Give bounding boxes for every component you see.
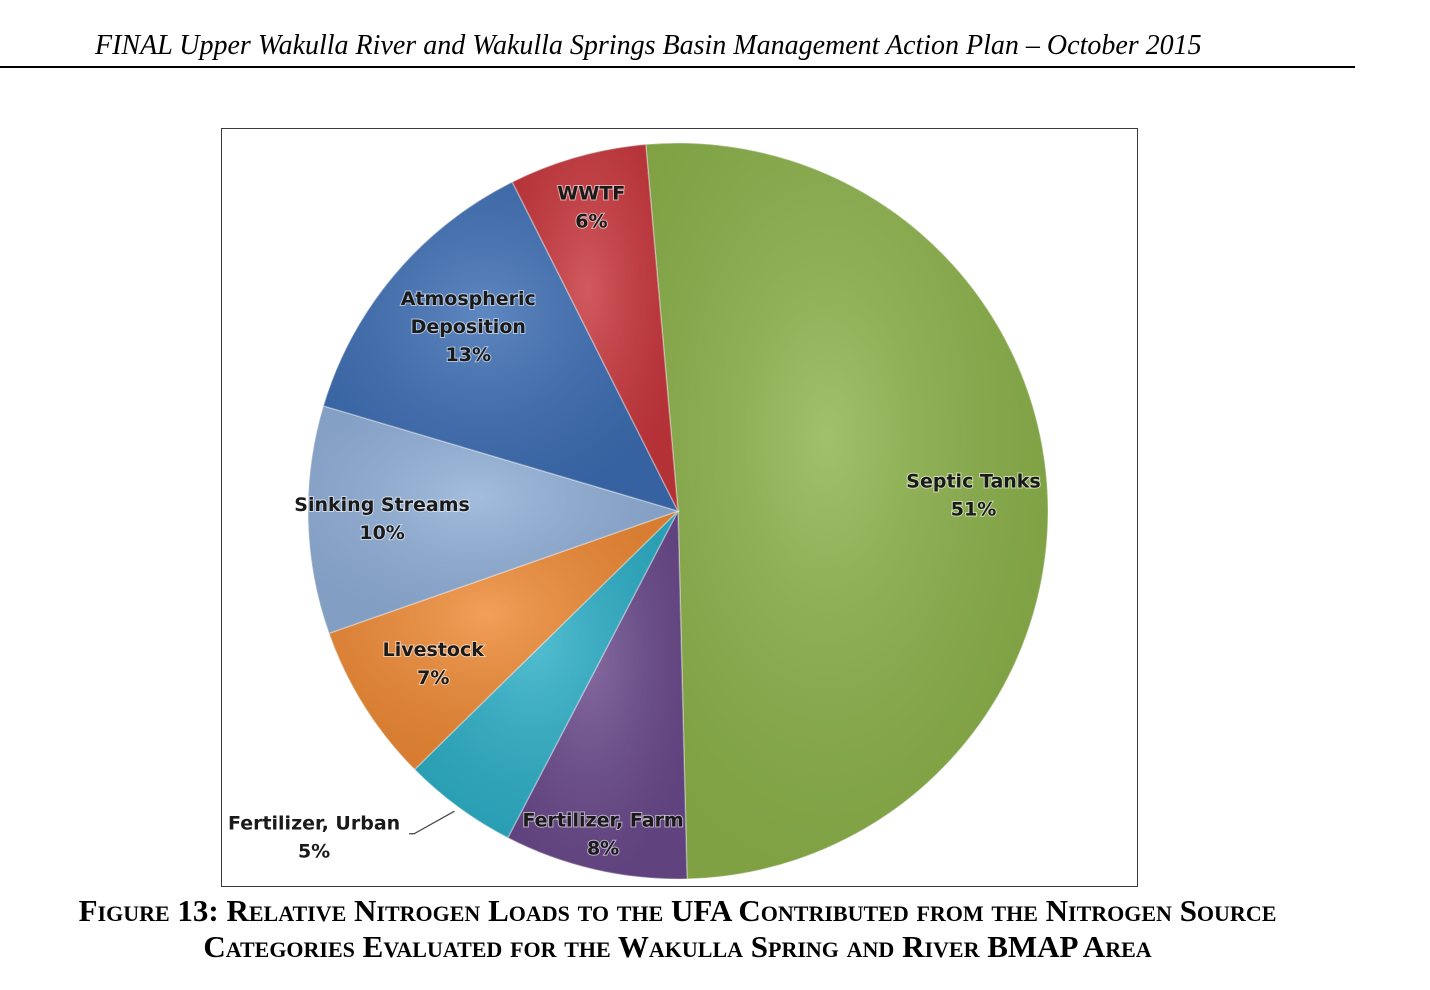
page-header-title: FINAL Upper Wakulla River and Wakulla Sp… bbox=[95, 30, 1202, 61]
pie-slice-shade-atmospheric-deposition bbox=[323, 181, 678, 512]
pie-slice-shade-fertilizer-farm bbox=[507, 511, 688, 879]
pie-label-livestock: Livestock 7% bbox=[383, 639, 485, 689]
pie-slice-shade-sinking-streams bbox=[308, 405, 678, 634]
pie-label-sinking-streams: Sinking Streams 10% bbox=[294, 494, 470, 544]
pie-label-wwtf: WWTF 6% bbox=[557, 182, 625, 232]
pie-slice-shade-wwtf bbox=[512, 144, 678, 512]
pie-labels: Septic Tanks 51% Fertilizer, Farm 8% Fertili… bbox=[227, 181, 1042, 863]
pie-leader-fertilizer-urban bbox=[409, 810, 455, 835]
page-header: FINAL Upper Wakulla River and Wakulla Sp… bbox=[0, 28, 1355, 68]
pie-label-septic-tanks: Septic Tanks 51% bbox=[906, 471, 1040, 521]
figure-caption: Figure 13: Relative Nitrogen Loads to th… bbox=[0, 893, 1355, 965]
pie-slices bbox=[307, 142, 1049, 880]
pie-label-fertilizer-farm: Fertilizer, Farm 8% bbox=[522, 810, 683, 860]
figure-caption-line-2: Categories Evaluated for the Wakulla Spr… bbox=[203, 929, 1152, 964]
pie-slice-shade-fertilizer-urban bbox=[414, 511, 678, 838]
pie-label-fertilizer-urban: Fertilizer, Urban 5% bbox=[228, 813, 400, 863]
pie-label-atmospheric-deposition: Atmospheric Deposition 13% bbox=[401, 288, 536, 366]
pie-slice-shade-septic-tanks bbox=[645, 143, 1048, 879]
figure-caption-line-1: Figure 13: Relative Nitrogen Loads to th… bbox=[78, 893, 1277, 928]
pie-slice-shade-livestock bbox=[329, 511, 678, 770]
